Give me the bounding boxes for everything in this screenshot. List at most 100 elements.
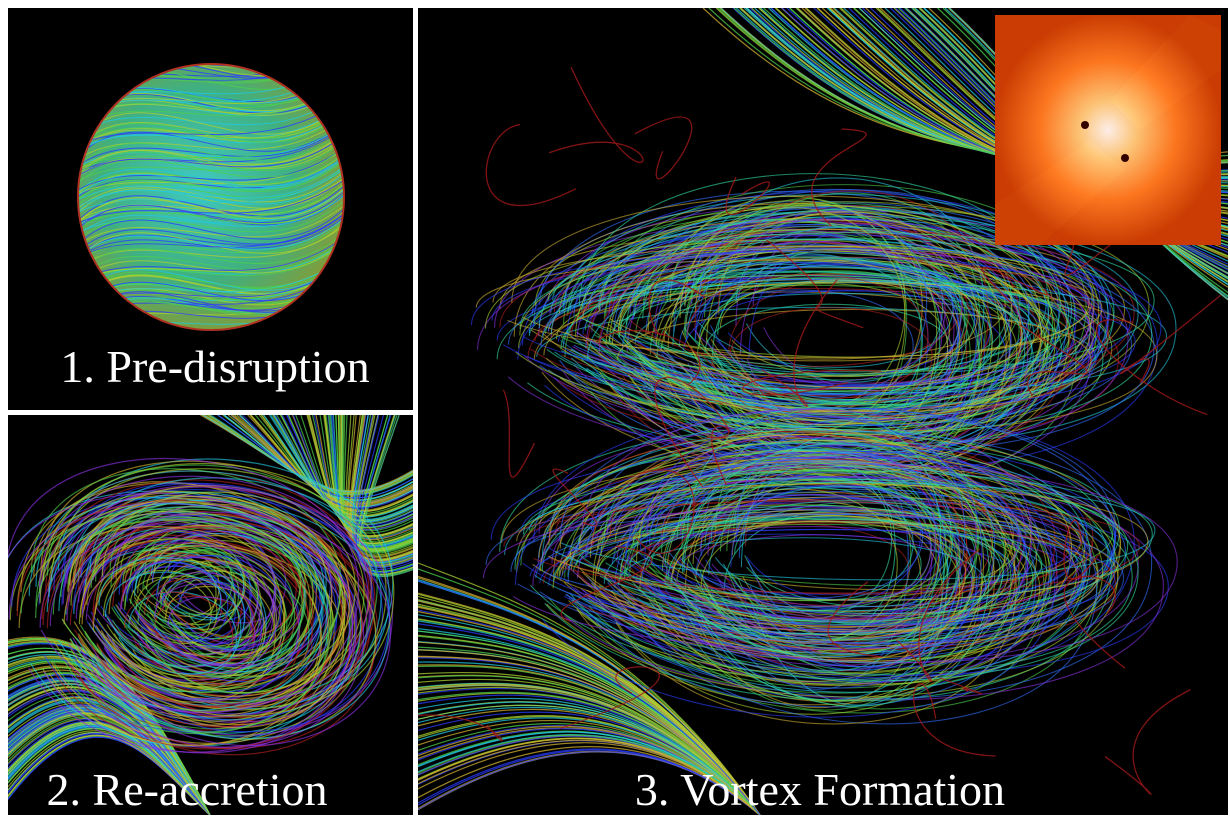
streamline: [78, 143, 344, 205]
streamline: [78, 536, 274, 681]
streamline: [128, 527, 307, 660]
streamline: [418, 739, 761, 815]
streamline: [706, 425, 730, 486]
streamline: [112, 504, 333, 666]
streamline: [73, 495, 351, 698]
density-inset: [995, 15, 1221, 245]
streamline: [418, 719, 761, 815]
streamline: [418, 686, 761, 815]
streamline: [145, 559, 236, 630]
streamline: [217, 415, 413, 499]
streamline: [643, 208, 1061, 406]
streamline: [646, 435, 937, 637]
streamline: [696, 270, 980, 452]
streamline: [559, 407, 1116, 680]
streamline: [552, 468, 598, 527]
streamline: [636, 428, 985, 702]
streamline: [492, 245, 1090, 362]
panel-label: 1. Pre-disruption: [60, 341, 369, 392]
streamline: [939, 677, 983, 695]
streamline: [78, 202, 344, 264]
streamline: [418, 562, 761, 815]
streamline: [551, 466, 1139, 664]
streamline: [550, 238, 1153, 433]
streamline: [78, 224, 344, 286]
streamline: [418, 664, 761, 815]
streamline: [78, 104, 344, 166]
streamline: [654, 376, 731, 488]
streamline: [648, 279, 706, 336]
panel-2-streamlines: [8, 415, 413, 815]
streamline: [101, 529, 260, 648]
streamline: [735, 484, 941, 601]
streamline: [725, 176, 771, 216]
streamline: [581, 408, 1033, 666]
streamline: [355, 415, 413, 571]
streamline: [418, 675, 761, 815]
streamline: [528, 280, 1168, 394]
streamline: [38, 490, 344, 712]
streamline: [667, 461, 966, 672]
streamline: [485, 123, 577, 206]
streamline: [78, 91, 344, 153]
streamline: [514, 513, 1074, 608]
streamline: [137, 566, 310, 694]
streamline: [981, 266, 1049, 305]
streamline: [202, 415, 413, 493]
sphere-rim: [77, 63, 345, 331]
streamline: [560, 545, 653, 622]
streamline: [149, 528, 297, 640]
streamline: [418, 697, 761, 815]
streamline: [583, 225, 1030, 396]
streamline: [484, 239, 1092, 421]
streamline: [78, 217, 344, 279]
streamline: [646, 517, 1001, 623]
streamline: [1119, 294, 1221, 383]
streamline: [679, 207, 906, 433]
streamline: [559, 521, 1099, 633]
streamline: [35, 519, 330, 733]
streamline: [418, 751, 761, 815]
streamline: [133, 538, 233, 616]
streamline: [541, 465, 1139, 682]
streamline: [766, 239, 864, 329]
streamline: [529, 528, 1116, 626]
streamline: [624, 476, 1071, 645]
streamline: [683, 443, 990, 707]
streamline: [78, 121, 344, 183]
streamline: [69, 477, 390, 710]
streamline: [120, 545, 309, 685]
streamline: [418, 748, 761, 815]
streamline: [418, 593, 761, 815]
streamline: [78, 171, 344, 233]
streamline: [78, 177, 344, 239]
streamline: [418, 623, 761, 815]
streamline: [78, 226, 344, 288]
streamline: [586, 266, 1034, 457]
streamline: [134, 561, 222, 630]
streamline: [78, 97, 344, 158]
streamline: [542, 463, 1178, 664]
streamline: [78, 199, 344, 261]
streamline: [679, 241, 946, 383]
streamline: [682, 449, 945, 701]
streamline: [154, 583, 262, 667]
streamline: [78, 95, 344, 157]
streamline: [896, 548, 981, 683]
streamline: [78, 110, 344, 172]
streamline: [16, 500, 363, 750]
streamline: [535, 513, 1125, 644]
streamline: [155, 554, 283, 651]
streamline: [532, 248, 1162, 410]
streamline: [1095, 319, 1208, 416]
streamline: [560, 666, 660, 730]
streamline: [64, 484, 369, 705]
streamline: [418, 634, 761, 815]
streamline: [681, 479, 960, 650]
streamline: [46, 506, 362, 734]
streamline: [78, 203, 344, 264]
streamline: [134, 533, 323, 673]
streamline: [89, 491, 327, 665]
streamline: [503, 500, 1094, 594]
